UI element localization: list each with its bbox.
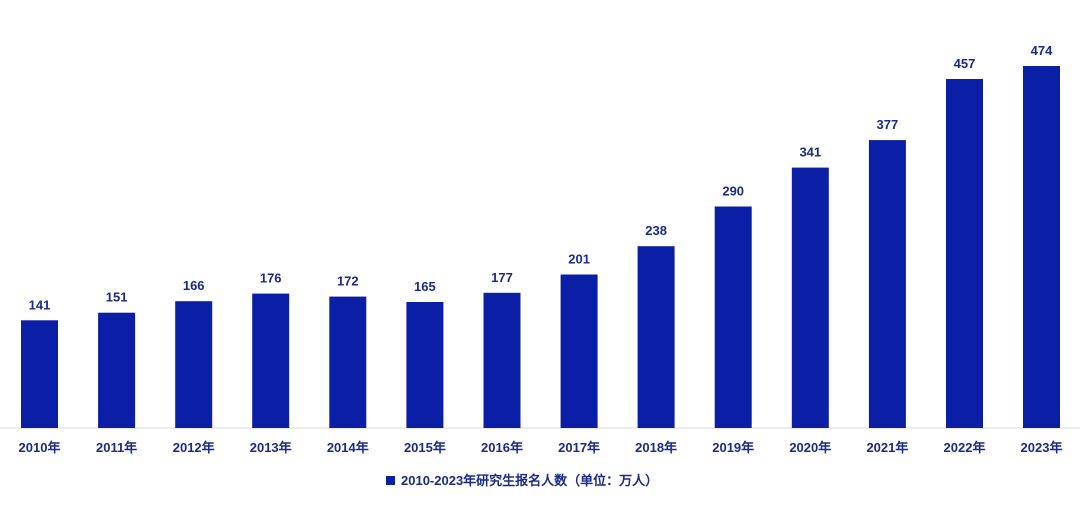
bar-2012年 [175,301,213,428]
x-tick-label: 2015年 [404,440,446,455]
bar-2023年 [1023,66,1060,428]
value-label: 176 [260,271,282,286]
x-tick-label: 2016年 [481,440,523,455]
value-label: 141 [29,297,51,312]
x-tick-labels-group: 2010年 2011年 2012年 2013年 2014年 2015年 2016年 2017年… [19,440,1063,455]
value-label: 341 [799,145,821,160]
bar-2019年 [714,206,752,428]
bar-2015年 [406,302,444,428]
x-tick-label: 2011年 [96,440,137,455]
value-label: 177 [491,270,513,285]
value-label: 201 [568,252,590,267]
x-tick-label: 2021年 [866,440,908,455]
value-label: 172 [337,274,359,289]
legend: 2010-2023年研究生报名人数（单位：万人） [386,473,658,488]
x-tick-label: 2019年 [712,440,754,455]
legend-label: 2010-2023年研究生报名人数（单位：万人） [401,473,658,488]
bar-2013年 [252,293,290,428]
x-tick-label: 2023年 [1021,440,1063,455]
x-tick-label: 2014年 [327,440,369,455]
bar-2014年 [329,296,367,428]
bar-2018年 [637,246,675,428]
value-labels-group: 141 151 166 176 172 165 177 201 238 290 341 377 457 4… [29,43,1053,312]
x-tick-label: 2020年 [789,440,831,455]
value-label: 474 [1031,43,1053,58]
bar-2020年 [791,167,829,428]
value-label: 238 [645,223,667,238]
value-label: 165 [414,279,436,294]
bar-2011年 [98,312,136,428]
value-label: 151 [106,290,128,305]
x-tick-label: 2010年 [19,440,61,455]
legend-swatch [386,476,395,485]
x-tick-label: 2013年 [250,440,292,455]
value-label: 290 [722,184,744,199]
bar-2010年 [21,320,58,428]
x-tick-label: 2017年 [558,440,600,455]
value-label: 457 [954,56,976,71]
bar-2016年 [483,292,521,428]
x-tick-label: 2022年 [944,440,986,455]
x-tick-label: 2018年 [635,440,677,455]
bar-2017年 [560,274,598,428]
bars-group [21,66,1060,428]
x-tick-label: 2012年 [173,440,215,455]
bar-2022年 [946,79,983,428]
bar-2021年 [868,140,906,428]
value-label: 166 [183,278,205,293]
value-label: 377 [877,117,899,132]
